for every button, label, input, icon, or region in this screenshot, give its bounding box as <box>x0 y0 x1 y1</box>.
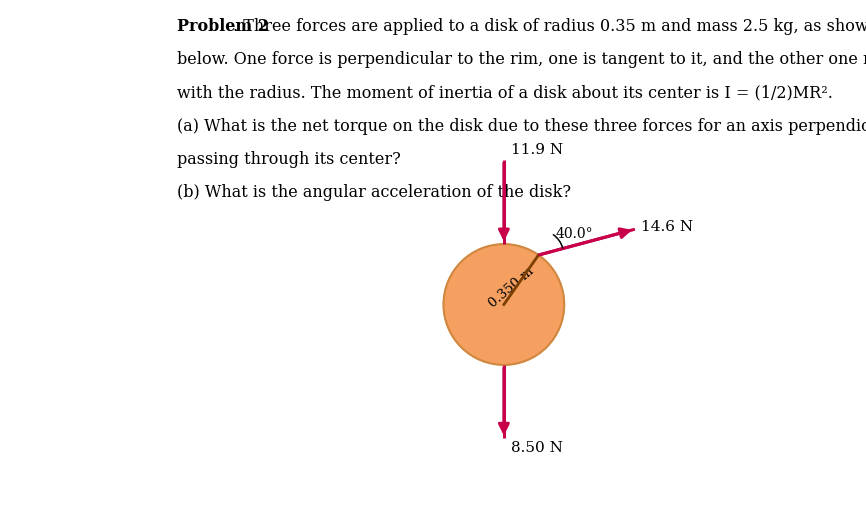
Text: (a) What is the net torque on the disk due to these three forces for an axis per: (a) What is the net torque on the disk d… <box>177 118 866 134</box>
Circle shape <box>443 244 565 365</box>
Text: 0.350 m: 0.350 m <box>487 265 537 310</box>
Text: with the radius. The moment of inertia of a disk about its center is I = (1/2)MR: with the radius. The moment of inertia o… <box>177 85 833 101</box>
Text: Problem 2: Problem 2 <box>177 18 268 35</box>
Text: below. One force is perpendicular to the rim, one is tangent to it, and the othe: below. One force is perpendicular to the… <box>177 51 866 68</box>
Text: passing through its center?: passing through its center? <box>177 151 401 167</box>
Text: 11.9 N: 11.9 N <box>511 143 563 158</box>
Text: 8.50 N: 8.50 N <box>511 441 563 455</box>
Text: 40.0°: 40.0° <box>555 227 593 240</box>
Text: 14.6 N: 14.6 N <box>641 219 694 234</box>
Text: . Three forces are applied to a disk of radius 0.35 m and mass 2.5 kg, as shown : . Three forces are applied to a disk of … <box>233 18 866 35</box>
Text: (b) What is the angular acceleration of the disk?: (b) What is the angular acceleration of … <box>177 184 571 201</box>
